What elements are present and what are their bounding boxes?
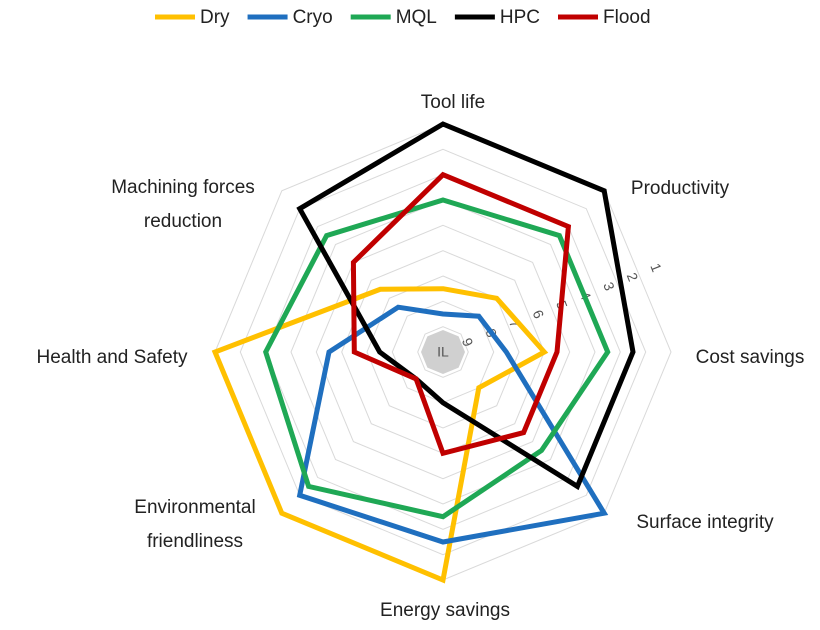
grid-ring (417, 326, 469, 378)
r-tick-label: 9 (459, 336, 477, 349)
legend-label: HPC (500, 7, 540, 28)
r-tick-label: 6 (530, 308, 548, 321)
category-label: Surface integrity (636, 512, 774, 533)
category-label: Health and Safety (36, 347, 188, 368)
category-label: Machining forces reduction (111, 177, 255, 232)
legend-label: Flood (603, 7, 651, 28)
category-label: Tool life (421, 92, 485, 113)
r-tick-label: IL (437, 344, 449, 360)
category-label: Environmental friendliness (134, 497, 255, 552)
grid-ring (265, 174, 621, 530)
center-hub (421, 330, 465, 374)
series-line (211, 286, 549, 584)
r-tick-label: 3 (600, 280, 618, 293)
category-label: Productivity (631, 178, 730, 199)
category-label: Cost savings (696, 347, 805, 368)
legend-label: MQL (396, 7, 437, 28)
series-line (296, 304, 609, 545)
series-line (350, 171, 572, 457)
category-label: Energy savings (380, 600, 510, 621)
legend-label: Cryo (293, 7, 333, 28)
grid-ring (239, 148, 647, 556)
series-line (296, 121, 636, 491)
r-tick-label: 1 (647, 261, 665, 274)
series-line (263, 197, 611, 520)
grid-ring (315, 224, 571, 480)
r-tick-label: 2 (624, 270, 642, 283)
legend-label: Dry (200, 7, 230, 28)
